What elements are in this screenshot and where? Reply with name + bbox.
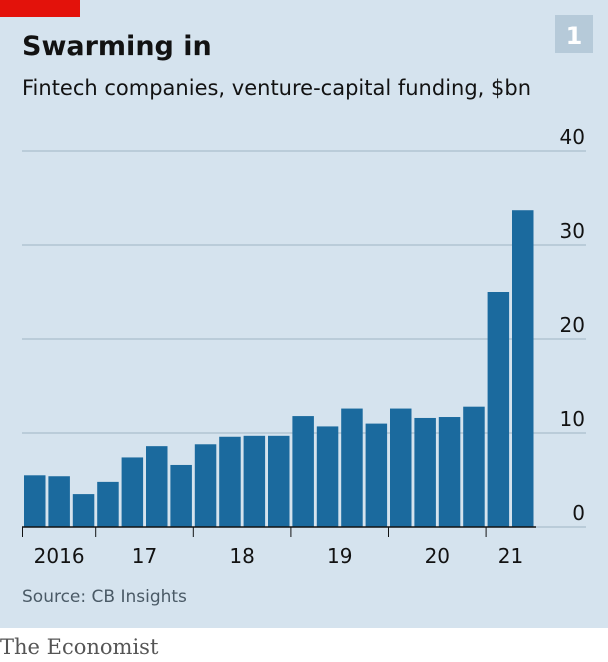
bar: [512, 210, 534, 527]
bar: [316, 426, 339, 527]
bar: [146, 446, 168, 527]
bar: [463, 406, 485, 527]
bar: [24, 475, 46, 527]
badge-box: [555, 15, 593, 53]
bar: [48, 476, 70, 527]
x-tick-label: 17: [132, 544, 157, 568]
bar: [268, 435, 290, 527]
bar: [365, 423, 388, 527]
chart-title: Swarming in: [22, 31, 212, 62]
bar: [194, 444, 217, 527]
y-tick-label: 30: [560, 219, 585, 243]
bar: [414, 417, 436, 527]
y-tick-label: 0: [572, 501, 585, 525]
bar: [243, 435, 266, 527]
footer: The Economist: [0, 635, 159, 659]
bar: [219, 436, 241, 527]
badge: 1: [566, 22, 583, 50]
bar: [438, 417, 461, 527]
chart-subtitle: Fintech companies, venture-capital fundi…: [22, 76, 531, 100]
bar: [292, 416, 314, 527]
x-tick-label: 20: [425, 544, 450, 568]
x-tick-label: 19: [327, 544, 352, 568]
y-tick-label: 40: [560, 125, 585, 149]
y-tick-label: 10: [560, 407, 585, 431]
source: Source: CB Insights: [22, 587, 187, 607]
red-tag: [0, 0, 80, 17]
x-tick-label: 18: [229, 544, 254, 568]
bar: [72, 494, 95, 527]
footer-background: [0, 628, 608, 662]
bar: [390, 408, 412, 527]
bar: [170, 464, 192, 527]
bar: [487, 292, 510, 527]
bar: [121, 457, 144, 527]
bar: [341, 408, 363, 527]
y-tick-label: 20: [560, 313, 585, 337]
x-tick-label: 21: [498, 544, 523, 568]
x-tick-label: 2016: [34, 544, 85, 568]
bar: [97, 481, 119, 527]
